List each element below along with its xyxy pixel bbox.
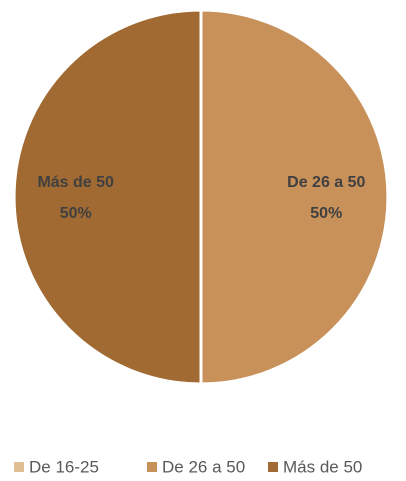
data-label-category: De 26 a 50 [287,174,365,191]
legend-label: De 16-25 [29,457,99,476]
pie-slice [12,8,203,386]
legend-swatch [14,462,24,472]
data-label-value: 50% [60,205,92,222]
legend-swatch [268,462,278,472]
legend-label: De 26 a 50 [162,457,245,476]
data-label-value: 50% [310,205,342,222]
legend-swatch [147,462,157,472]
pie-slice [199,8,390,386]
legend-label: Más de 50 [283,457,362,476]
data-label-category: Más de 50 [37,174,114,191]
